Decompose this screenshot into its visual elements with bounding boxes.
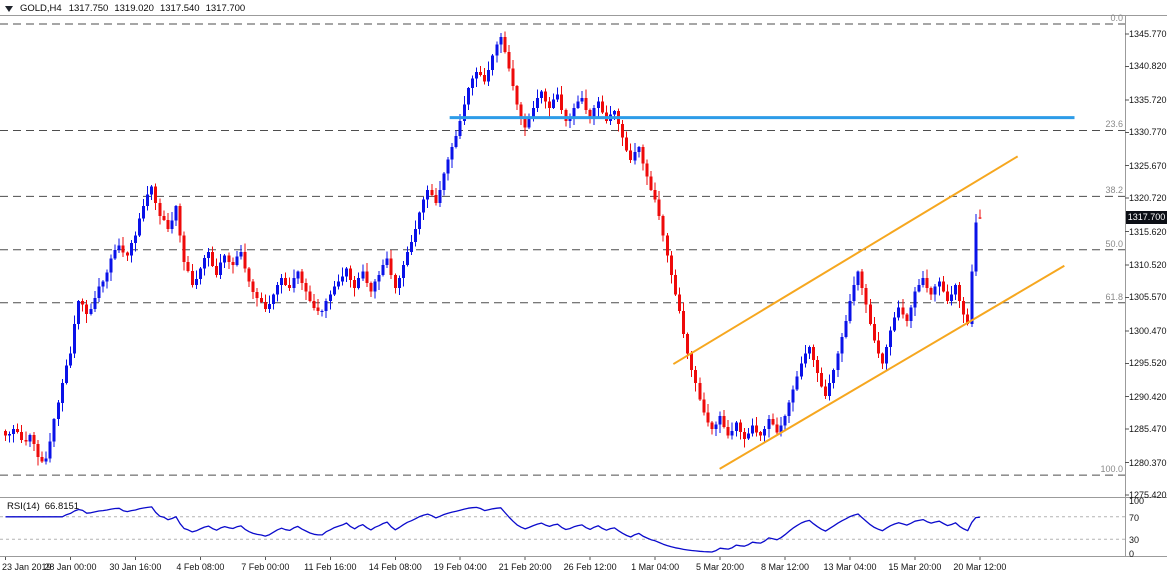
chart-title: GOLD,H4 1317.750 1319.020 1317.540 1317.…	[5, 3, 245, 14]
candlesticks	[4, 31, 982, 466]
fibonacci-retracement[interactable]	[0, 23, 1125, 476]
trend-channel-lower[interactable]	[719, 264, 1065, 470]
ohlc-open: 1317.750	[68, 3, 109, 14]
rsi-caption: RSI(14) 66.8151	[7, 501, 79, 512]
rsi-indicator-name: RSI(14)	[7, 501, 40, 512]
ohlc-close: 1317.700	[205, 3, 246, 14]
chart-marker-triangle-icon	[5, 5, 13, 12]
current-price-badge: 1317.700	[1126, 211, 1167, 225]
symbol-period-label: GOLD,H4	[20, 3, 62, 14]
rsi-line	[5, 506, 980, 553]
ohlc-high: 1319.020	[114, 3, 154, 14]
rsi-indicator-value: 66.8151	[44, 501, 80, 512]
ohlc-low: 1317.540	[159, 3, 200, 14]
trend-channel-upper[interactable]	[672, 155, 1019, 365]
